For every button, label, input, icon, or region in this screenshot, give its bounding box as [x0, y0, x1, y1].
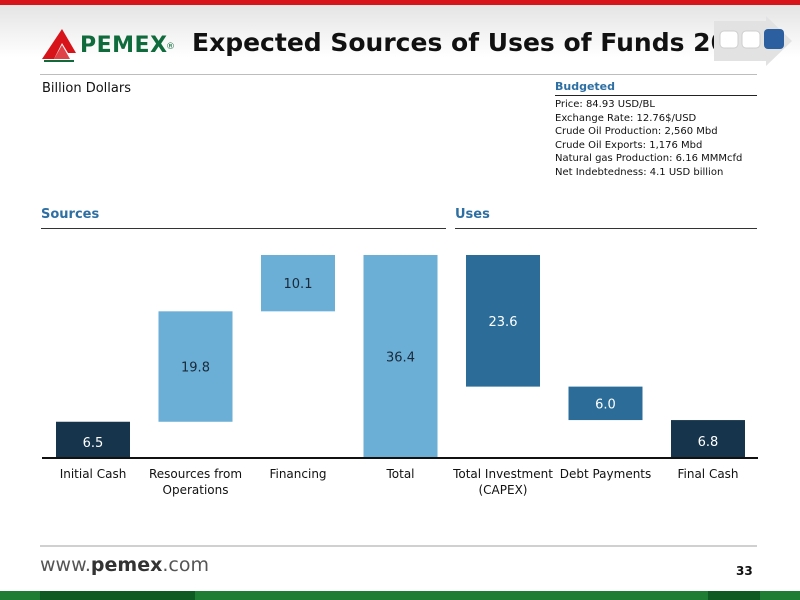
unit-label: Billion Dollars [42, 81, 131, 96]
budget-divider [555, 95, 757, 96]
category-label-5-line-2: (CAPEX) [479, 483, 528, 497]
footer-url: www.pemex.com [40, 554, 209, 576]
bar-7 [671, 420, 745, 458]
header-divider [40, 74, 757, 75]
header-background [0, 5, 800, 75]
bar-3 [261, 255, 335, 312]
budget-line-net-indebtedness: Net Indebtedness: 4.1 USD billion [555, 166, 724, 178]
bar-2 [158, 311, 233, 422]
registered-mark: ® [166, 42, 175, 52]
footer-url-brand: pemex [90, 554, 163, 576]
data-label-3: 10.1 [284, 277, 313, 292]
bar-5 [466, 255, 540, 387]
sources-divider [41, 228, 446, 229]
data-label-2: 19.8 [181, 361, 210, 376]
data-label-6: 6.0 [595, 397, 616, 412]
page-number: 33 [736, 564, 753, 578]
footer-url-prefix: www. [40, 554, 91, 576]
bar-4 [363, 255, 438, 458]
category-label-2-line-2: Operations [163, 483, 229, 497]
budget-assumptions: Price: 84.93 USD/BL Exchange Rate: 12.76… [555, 98, 742, 179]
sources-heading: Sources [41, 207, 100, 222]
budget-line-crude-production: Crude Oil Production: 2,560 Mbd [555, 126, 718, 137]
uses-heading: Uses [455, 207, 490, 222]
budget-line-exchange-rate: Exchange Rate: 12.76$/USD [555, 112, 697, 124]
budget-line-price: Price: 84.93 USD/BL [555, 99, 655, 110]
pemex-eagle-icon [42, 29, 76, 62]
budget-line-crude-exports: Crude Oil Exports: 1,176 Mbd [555, 139, 703, 151]
bar-1 [56, 421, 130, 458]
uses-divider [455, 228, 757, 229]
budget-line-gas-production: Natural gas Production: 6.16 MMMcfd [555, 153, 743, 164]
category-label-1: Initial Cash [60, 467, 127, 481]
budget-heading: Budgeted [555, 80, 616, 93]
data-label-5: 23.6 [489, 315, 518, 330]
page-title: Expected Sources of Uses of Funds 2012 [192, 28, 763, 57]
company-logo: PEMEX [80, 33, 168, 58]
data-label-7: 6.8 [698, 435, 719, 450]
category-label-3: Financing [269, 467, 326, 481]
category-label-6: Debt Payments [560, 467, 652, 481]
data-label-1: 6.5 [83, 436, 104, 451]
top-red-bar [0, 0, 800, 5]
bottom-bar-accent-left [40, 591, 195, 600]
footer-url-suffix: .com [162, 554, 209, 576]
category-label-2-line-1: Resources from [149, 467, 242, 481]
bottom-green-bar [0, 591, 800, 600]
category-label-4: Total [385, 467, 414, 481]
bottom-bar-accent-right [708, 591, 760, 600]
category-label-7: Final Cash [677, 467, 738, 481]
data-label-4: 36.4 [386, 351, 415, 366]
waterfall-chart: 6.5 Initial Cash 19.8 Resources from Operati… [42, 255, 758, 497]
category-label-5-line-1: Total Investment [452, 467, 553, 481]
bar-6 [568, 386, 643, 421]
nav-arrow-icon [714, 16, 792, 66]
footer-divider [40, 545, 757, 547]
